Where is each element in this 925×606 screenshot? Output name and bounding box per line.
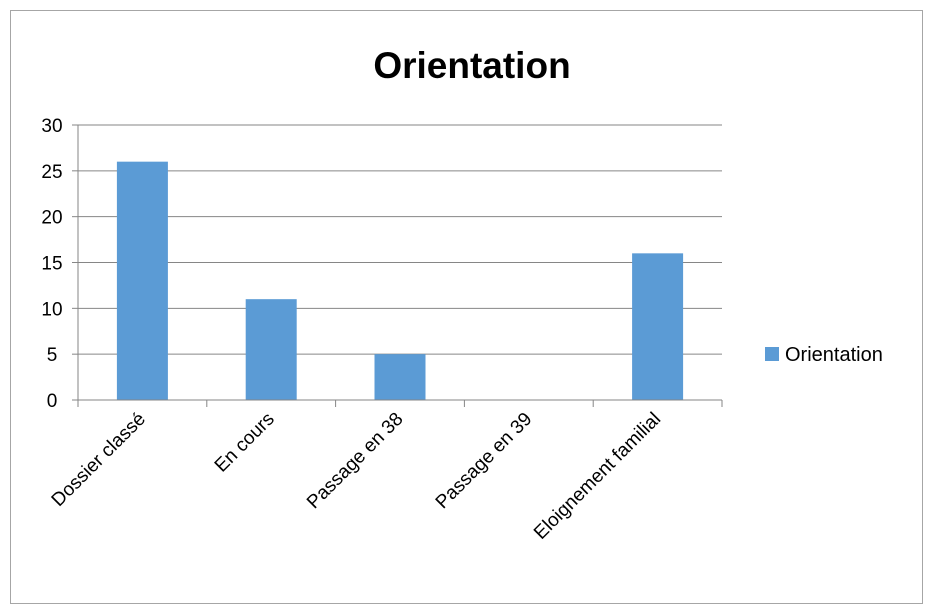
bar: [632, 253, 684, 400]
y-tick-label: 20: [41, 208, 62, 229]
y-tick-label: 0: [47, 391, 58, 412]
x-tick-label: En cours: [211, 409, 279, 477]
legend-label-orientation: Orientation: [785, 344, 883, 366]
y-tick-label: 30: [41, 116, 62, 137]
y-tick-label: 15: [41, 254, 62, 275]
bars: [116, 161, 684, 400]
y-tick-label: 5: [47, 345, 58, 366]
bar: [245, 299, 297, 400]
x-tick-label: Eloignement familial: [530, 409, 665, 544]
axes: [72, 124, 723, 407]
legend-swatch: [765, 347, 779, 361]
x-tick-labels: Dossier classé En cours Passage en 38 Passa…: [48, 409, 665, 544]
legend: Orientation: [765, 344, 883, 366]
chart-title: Orientation: [373, 45, 570, 86]
bar: [374, 354, 426, 400]
y-tick-labels: 0 5 10 15 20 25 30: [41, 116, 62, 412]
bar: [116, 161, 168, 400]
x-tick-label: Passage en 39: [432, 409, 536, 513]
x-tick-label: Dossier classé: [48, 409, 150, 511]
x-tick-label: Passage en 38: [303, 409, 407, 513]
y-tick-label: 10: [41, 299, 62, 320]
y-tick-label: 25: [41, 162, 62, 183]
gridlines: [78, 124, 722, 355]
